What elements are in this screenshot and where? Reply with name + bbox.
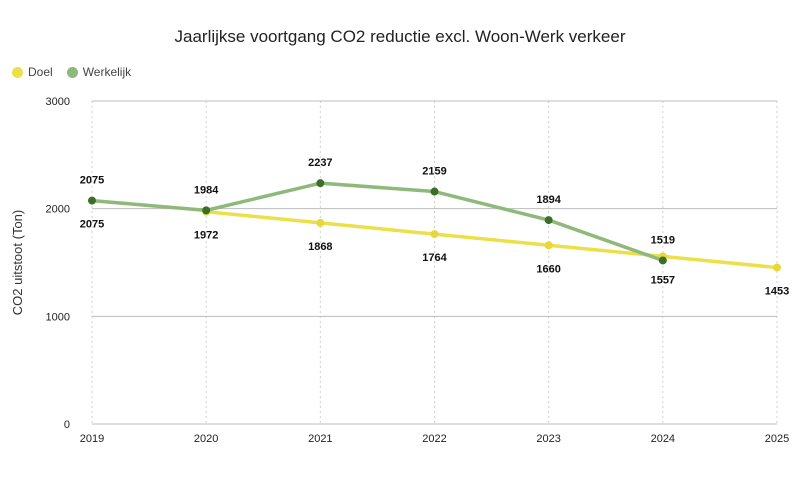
x-tick-label-2019: 2019 — [80, 433, 104, 445]
data-label-doel-2023-below: 1660 — [536, 263, 560, 275]
legend-marker-doel — [12, 66, 23, 78]
data-label-doel-2025-below: 1453 — [765, 286, 789, 298]
data-label-werkelijk-2024-above: 1519 — [651, 234, 675, 246]
y-axis-title: CO2 uitstoot (Ton) — [10, 210, 25, 316]
point-werkelijk-2022 — [430, 187, 439, 196]
point-doel-2025 — [773, 263, 781, 272]
point-werkelijk-2024 — [658, 256, 667, 265]
point-werkelijk-2019 — [88, 196, 96, 205]
legend-item-doel: Doel — [12, 65, 53, 79]
point-werkelijk-2023 — [544, 216, 553, 225]
data-label-doel-2020-below: 1972 — [194, 230, 218, 242]
data-label-werkelijk-2019-above: 2075 — [80, 175, 104, 187]
series-line-doel — [204, 209, 779, 270]
legend-marker-werkelijk — [66, 66, 78, 78]
y-tick-label-1000: 1000 — [46, 311, 70, 323]
legend-label-werkelijk: Werkelijk — [82, 65, 132, 79]
legend-item-werkelijk: Werkelijk — [66, 65, 132, 79]
data-label-werkelijk-2020-above: 1984 — [194, 184, 219, 196]
point-werkelijk-2020 — [202, 206, 211, 215]
data-label-doel-2024-below: 1557 — [651, 274, 675, 286]
data-label-werkelijk-2021-above: 2237 — [308, 157, 332, 169]
data-label-werkelijk-2023-above: 1894 — [536, 194, 561, 206]
point-doel-2022 — [430, 230, 439, 239]
point-doel-2023 — [544, 241, 553, 250]
data-label-werkelijk-2022-above: 2159 — [422, 166, 446, 178]
point-doel-2021 — [316, 218, 325, 227]
data-label-doel-2022-below: 1764 — [422, 252, 447, 264]
legend: Doel Werkelijk — [12, 65, 131, 79]
chart-title: Jaarlijkse voortgang CO2 reductie excl. … — [174, 27, 626, 46]
data-label-werkelijk-2019-below: 2075 — [80, 219, 104, 231]
x-tick-label-2025: 2025 — [765, 433, 789, 445]
legend-label-doel: Doel — [28, 65, 53, 79]
x-tick-label-2020: 2020 — [194, 433, 218, 445]
x-tick-label-2023: 2023 — [536, 433, 560, 445]
x-tick-label-2021: 2021 — [308, 433, 332, 445]
data-label-doel-2021-below: 1868 — [308, 241, 332, 253]
y-tick-label-3000: 3000 — [46, 96, 70, 108]
x-tick-label-2022: 2022 — [422, 433, 446, 445]
y-tick-label-2000: 2000 — [46, 204, 70, 216]
y-tick-label-0: 0 — [64, 419, 70, 431]
series-line-werkelijk — [90, 181, 665, 263]
x-tick-label-2024: 2024 — [651, 433, 675, 445]
point-werkelijk-2021 — [316, 179, 325, 188]
